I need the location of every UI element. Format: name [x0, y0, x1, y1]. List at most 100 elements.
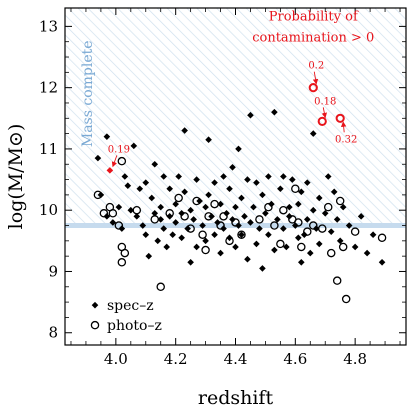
spec-z-point [262, 209, 269, 217]
photo-z-point [192, 196, 201, 206]
spec-z-point [127, 206, 135, 214]
photo-z-point [332, 276, 342, 285]
spec-z-point [253, 179, 260, 186]
spec-z-point [193, 243, 200, 251]
spec-z-point [142, 179, 150, 186]
spec-z-point [280, 173, 287, 180]
spec-z-point [142, 231, 150, 239]
spec-z-point [139, 222, 147, 229]
photo-z-point [279, 205, 288, 215]
spec-z-point [363, 249, 371, 257]
y-tick-label: 10 [39, 201, 58, 219]
spec-z-point [292, 222, 299, 229]
spec-z-point [151, 209, 159, 217]
x-axis-label: redshift [198, 387, 274, 409]
legend: spec–z photo–z [90, 298, 162, 334]
spec-z-point [283, 243, 290, 251]
spec-z-point [199, 222, 206, 229]
spec-z-point [157, 216, 165, 223]
x-tick-label: 4.4 [224, 350, 248, 368]
photo-z-point [186, 224, 195, 233]
spec-z-point [160, 225, 168, 232]
photo-z-point [150, 215, 159, 224]
spec-z-point [315, 194, 323, 202]
spec-z-point [130, 142, 138, 150]
photo-z-point [132, 205, 142, 215]
spec-z-point [244, 255, 251, 263]
spec-z-point [265, 231, 272, 239]
spec-z-point [369, 231, 377, 239]
y-tick-label: 12 [39, 79, 58, 97]
legend-label: spec–z [107, 298, 154, 314]
spec-z-point [298, 188, 305, 196]
spec-z-point [154, 237, 162, 245]
spec-z-point [232, 243, 239, 251]
spec-z-point [300, 231, 308, 239]
spec-z-point [330, 188, 338, 196]
spec-z-point [214, 219, 221, 226]
spec-z-point [357, 213, 365, 220]
spec-z-point [351, 243, 359, 251]
photo-z-point [264, 202, 273, 212]
contamination-probability-label: 0.18 [314, 96, 336, 107]
spec-z-point [124, 182, 132, 189]
spec-z-point [298, 258, 305, 266]
contamination-arrow [340, 121, 347, 133]
spec-z-point [289, 176, 296, 183]
y-tick-label: 13 [39, 17, 58, 35]
photo-z-point [99, 209, 109, 218]
spec-z-point [181, 127, 188, 134]
spec-z-point [339, 203, 347, 211]
photo-z-point [303, 227, 312, 236]
spec-z-point [250, 203, 257, 211]
spec-z-point [163, 243, 171, 251]
photo-z-point [216, 221, 225, 230]
spec-z-point [306, 249, 314, 257]
photo-z-point [108, 209, 118, 218]
photo-z-point [294, 218, 303, 227]
photo-z-point [270, 221, 279, 230]
photo-z-point [231, 218, 240, 227]
spec-z-point [178, 234, 185, 242]
spec-z-point [265, 173, 272, 180]
x-tick-label: 4.8 [343, 350, 367, 368]
photo-z-point [174, 193, 183, 203]
y-tick-label: 8 [48, 324, 58, 342]
spec-z-point [229, 164, 236, 171]
spec-z-point [295, 200, 302, 208]
spec-z-point [223, 209, 230, 217]
spec-z-point [202, 203, 209, 211]
spec-z-point [160, 173, 168, 180]
spec-z-point [202, 237, 209, 245]
photo-z-point [323, 202, 333, 212]
photo-z-point [377, 233, 387, 243]
spec-z-point [211, 231, 218, 239]
spec-z-point [229, 216, 236, 223]
spec-z-point [175, 173, 182, 180]
mass-complete-label: Mass complete [80, 40, 96, 147]
spec-z-point [247, 111, 254, 119]
x-tick-label: 4.2 [164, 350, 188, 368]
photo-z-point [276, 239, 285, 249]
contamination-note-line-1: Probability of [269, 9, 359, 24]
spec-z-point [94, 154, 102, 162]
spec-z-point [303, 179, 311, 186]
spec-z-point [205, 136, 212, 144]
spec-z-point [178, 209, 185, 217]
y-axis-label: log(M/M⊙) [5, 124, 27, 230]
photo-z-point [156, 282, 165, 292]
spec-z-point [211, 179, 218, 186]
spec-z-point [280, 225, 287, 232]
x-tick-label: 4.6 [283, 350, 307, 368]
spec-z-point [151, 160, 159, 168]
spec-z-point [345, 222, 353, 229]
legend-photo-z-marker [90, 320, 100, 330]
spec-z-point [145, 252, 153, 260]
spec-z-point [327, 228, 335, 235]
spec-z-point [220, 225, 227, 232]
photo-z-point [341, 294, 351, 304]
spec-z-point [259, 265, 266, 272]
photo-z-point [297, 242, 306, 252]
